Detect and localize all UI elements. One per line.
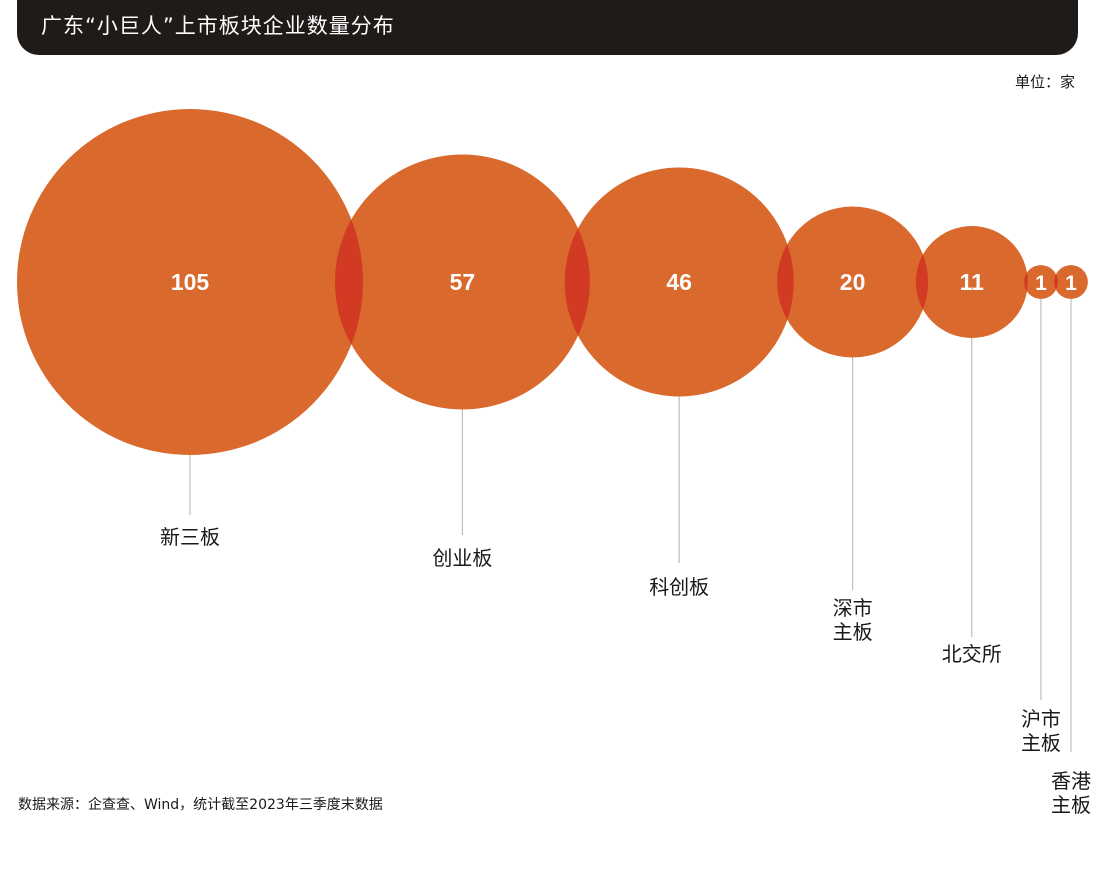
category-label: 主板	[1051, 793, 1091, 817]
category-label: 主板	[833, 620, 873, 644]
bubble	[1054, 265, 1088, 299]
category-label: 沪市	[1021, 707, 1061, 731]
bubble	[564, 167, 794, 397]
chart-title: 广东“小巨人”上市板块企业数量分布	[41, 14, 395, 38]
bubble	[777, 206, 929, 358]
value-label: 20	[840, 269, 866, 295]
title-bar: 广东“小巨人”上市板块企业数量分布	[17, 0, 1078, 55]
value-label: 105	[171, 269, 210, 295]
category-label: 新三板	[160, 525, 220, 549]
category-label: 主板	[1021, 731, 1061, 755]
category-label: 香港	[1051, 769, 1091, 793]
unit-label: 单位：家	[1014, 73, 1075, 91]
category-label: 科创板	[649, 575, 709, 599]
value-label: 11	[960, 269, 985, 295]
value-label: 57	[450, 269, 476, 295]
bubble	[334, 154, 590, 410]
category-label: 创业板	[432, 546, 492, 570]
category-label: 深市	[833, 596, 873, 620]
value-label: 1	[1035, 272, 1047, 295]
category-label: 北交所	[942, 642, 1002, 666]
bubble	[1024, 265, 1058, 299]
bubble	[915, 226, 1028, 338]
source-note: 数据来源：企查查、Wind，统计截至2023年三季度末数据	[18, 797, 383, 813]
value-label: 1	[1065, 272, 1077, 295]
value-label: 46	[666, 269, 692, 295]
bubble	[17, 109, 363, 455]
